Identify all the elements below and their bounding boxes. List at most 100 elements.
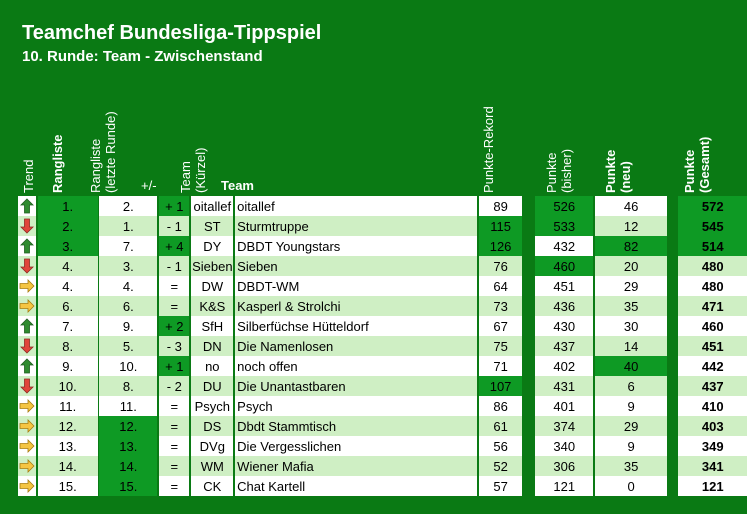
cell-gap [157,336,160,356]
cell-gap [97,476,100,496]
table-row: 4. 3. - 1 Sieben Sieben 76 460 20 480 [18,256,747,276]
cell-gap [477,196,480,216]
cell-gesamt: 545 [678,216,747,236]
cell-gap [522,336,536,356]
cell-rekord: 75 [479,336,522,356]
cell-last: 7. [99,236,158,256]
cell-gap [593,296,596,316]
cell-last: 3. [99,256,158,276]
cell-gap [477,336,480,356]
cell-name: Sturmtruppe [235,216,478,236]
cell-gap [97,336,100,356]
cell-bisher: 121 [535,476,594,496]
cell-rekord: 89 [479,196,522,216]
cell-gesamt: 121 [678,476,747,496]
cell-bisher: 533 [535,216,594,236]
cell-rank: 1. [37,196,98,216]
cell-gap [522,256,536,276]
cell-rank: 3. [37,236,98,256]
cell-gap [97,396,100,416]
cell-name: Psych [235,396,478,416]
cell-bisher: 432 [535,236,594,256]
cell-gap [35,256,38,276]
cell-gap [233,396,236,416]
cell-pm: = [159,436,190,456]
cell-gesamt: 410 [678,396,747,416]
cell-gap [35,456,38,476]
cell-gap [522,376,536,396]
cell-abbr: CK [191,476,234,496]
cell-gap [667,216,679,236]
cell-gap [189,476,192,496]
trend-up-arrow-icon [18,358,36,374]
cell-gap [157,376,160,396]
cell-gap [667,416,679,436]
cell-gap [593,236,596,256]
cell-rekord: 61 [479,416,522,436]
cell-abbr: ST [191,216,234,236]
cell-gap [477,416,480,436]
table-row: 15. 15. = CK Chat Kartell 57 121 0 121 [18,476,747,496]
cell-neu: 40 [595,356,668,376]
cell-neu: 29 [595,416,668,436]
cell-gap [593,396,596,416]
cell-last: 10. [99,356,158,376]
header-punkte-bisher-line1: Punkte [544,152,559,193]
cell-bisher: 431 [535,376,594,396]
cell-gap [157,216,160,236]
cell-trend [18,356,36,376]
cell-gap [593,416,596,436]
header-punkte-neu-line2: (neu) [618,161,633,193]
header-team: Team [221,178,254,193]
cell-gap [522,356,536,376]
cell-abbr: K&S [191,296,234,316]
cell-gap [667,376,679,396]
cell-last: 11. [99,396,158,416]
table-row: 13. 13. = DVg Die Vergesslichen 56 340 9 349 [18,436,747,456]
trend-down-arrow-icon [18,258,36,274]
cell-neu: 12 [595,216,668,236]
cell-gap [522,416,536,436]
cell-gap [667,456,679,476]
cell-gap [157,256,160,276]
cell-last: 8. [99,376,158,396]
cell-rank: 2. [37,216,98,236]
header-punkte-neu: Punkte (neu) [603,150,633,193]
standings-table: 1. 2. + 1 oitallef oitallef 89 526 46 572 2. 1. - 1… [18,196,747,496]
table-row: 9. 10. + 1 no noch offen 71 402 40 442 [18,356,747,376]
cell-gap [477,316,480,336]
table-row: 14. 14. = WM Wiener Mafia 52 306 35 341 [18,456,747,476]
cell-neu: 35 [595,296,668,316]
table-row: 4. 4. = DW DBDT-WM 64 451 29 480 [18,276,747,296]
cell-abbr: WM [191,456,234,476]
cell-name: oitallef [235,196,478,216]
cell-gesamt: 341 [678,456,747,476]
cell-pm: - 3 [159,336,190,356]
cell-neu: 35 [595,456,668,476]
cell-gap [189,216,192,236]
cell-pm: = [159,276,190,296]
cell-gap [667,336,679,356]
table-row: 7. 9. + 2 SfH Silberfüchse Hütteldorf 67 430 30… [18,316,747,336]
trend-side-arrow-icon [18,479,36,493]
cell-abbr: DW [191,276,234,296]
cell-name: Die Unantastbaren [235,376,478,396]
trend-down-arrow-icon [18,218,36,234]
cell-gap [35,276,38,296]
cell-name: Die Namenlosen [235,336,478,356]
page-title: Teamchef Bundesliga-Tippspiel [22,22,322,44]
header-punkte-bisher-line2: (bisher) [559,148,574,193]
trend-up-arrow-icon [18,318,36,334]
cell-pm: - 2 [159,376,190,396]
cell-gap [97,236,100,256]
cell-gap [35,296,38,316]
cell-gap [477,296,480,316]
cell-rank: 12. [37,416,98,436]
cell-abbr: Sieben [191,256,234,276]
header-kuerzel-line2: (Kürzel) [193,147,208,193]
cell-gap [233,216,236,236]
trend-side-arrow-icon [18,439,36,453]
cell-bisher: 526 [535,196,594,216]
cell-pm: - 1 [159,216,190,236]
cell-gap [667,436,679,456]
